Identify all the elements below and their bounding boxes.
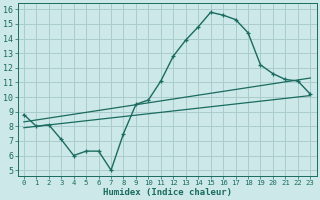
X-axis label: Humidex (Indice chaleur): Humidex (Indice chaleur) — [103, 188, 232, 197]
